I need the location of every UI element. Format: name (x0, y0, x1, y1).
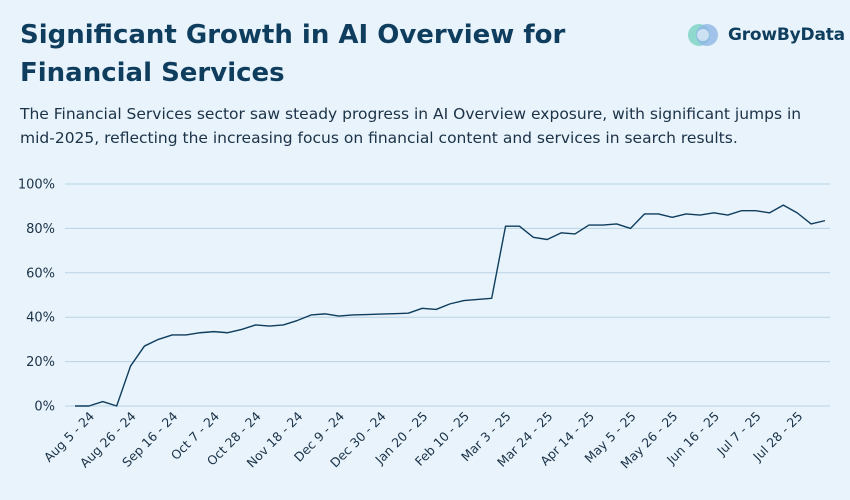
y-tick-label: 60% (26, 266, 55, 281)
series-line-financial-services (75, 204, 826, 407)
y-axis-ticks: 0% 20% 40% 60% 80% 100% (18, 178, 55, 415)
y-tick-label: 0% (34, 400, 55, 415)
y-tick-label: 20% (26, 355, 55, 370)
chart-subtitle: The Financial Services sector saw steady… (20, 105, 802, 147)
logo-text: GrowByData (728, 25, 845, 45)
growbydata-logo-icon (688, 24, 718, 46)
y-tick-label: 80% (26, 222, 55, 237)
logo[interactable]: GrowByData (686, 18, 845, 52)
y-tick-label: 100% (18, 178, 55, 193)
chart-gridlines (65, 183, 830, 407)
page-title: Significant Growth in AI Overview for Fi… (20, 20, 566, 88)
y-tick-label: 40% (26, 311, 55, 326)
